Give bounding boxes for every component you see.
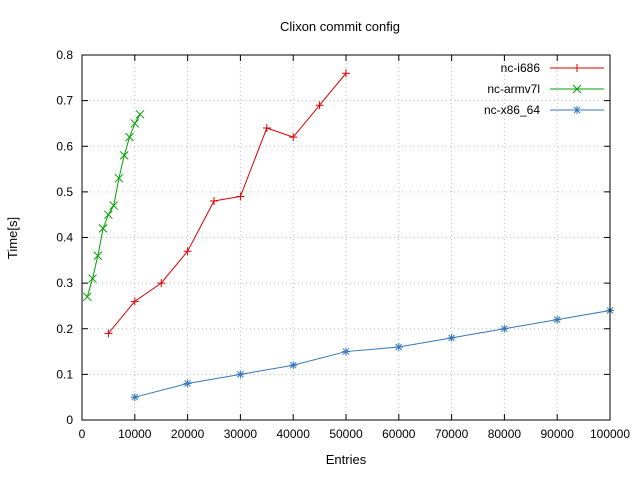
asterisk-marker [447, 333, 456, 342]
asterisk-marker [183, 379, 192, 388]
plus-marker [342, 69, 350, 78]
plus-marker [262, 124, 271, 132]
x-tick-label: 50000 [329, 427, 363, 441]
asterisk-marker [289, 361, 298, 370]
y-tick-label: 0.3 [56, 276, 73, 290]
plus-marker [183, 247, 192, 256]
x-marker [119, 151, 129, 160]
y-tick-label: 0.7 [56, 94, 73, 108]
legend-label: nc-armv7l [487, 82, 540, 96]
plus-marker [236, 192, 245, 201]
x-tick-label: 10000 [118, 427, 152, 441]
x-tick-label: 60000 [382, 427, 416, 441]
x-tick-label: 70000 [435, 427, 469, 441]
legend-label: nc-i686 [501, 61, 541, 75]
x-marker [109, 201, 119, 210]
legend-label: nc-x86_64 [484, 103, 540, 117]
asterisk-marker [130, 393, 139, 402]
plus-marker [104, 329, 113, 338]
asterisk-marker [236, 370, 245, 379]
x-tick-label: 80000 [488, 427, 522, 441]
x-tick-label: 30000 [224, 427, 258, 441]
plus-marker [210, 197, 218, 205]
x-marker [130, 119, 140, 128]
x-marker [88, 274, 97, 283]
x-marker [135, 109, 145, 119]
plus-marker [130, 297, 139, 306]
y-tick-label: 0.1 [56, 367, 73, 381]
series-group [82, 69, 614, 402]
plot-border [81, 54, 611, 421]
y-tick-label: 0.6 [56, 139, 73, 153]
asterisk-marker [500, 324, 509, 333]
x-marker [104, 210, 113, 220]
x-tick-label: 0 [79, 427, 86, 441]
x-marker [93, 251, 103, 261]
x-marker [114, 173, 124, 183]
asterisk-marker [342, 347, 350, 356]
grid [81, 54, 611, 421]
x-tick-label: 20000 [171, 427, 205, 441]
axis-ticks: 0 10000 20000 30000 40000 50000 60000 70000 8000… [56, 48, 630, 441]
asterisk-marker [573, 106, 581, 114]
plus-marker [573, 64, 581, 72]
y-tick-label: 0.5 [56, 185, 73, 199]
y-tick-label: 0.8 [56, 48, 73, 62]
y-tick-label: 0.2 [56, 322, 73, 336]
plus-marker [157, 279, 166, 288]
series-line-nc-x86_64 [134, 310, 611, 398]
x-tick-label: 100000 [590, 427, 630, 441]
x-marker [98, 224, 108, 233]
plus-marker [289, 133, 298, 142]
y-axis-label: Time[s] [5, 217, 20, 259]
chart-title: Clixon commit config [280, 19, 400, 34]
y-tick-label: 0.4 [56, 231, 73, 245]
x-axis-label: Entries [326, 452, 367, 467]
x-marker [572, 84, 582, 94]
x-marker [82, 292, 92, 302]
y-tick-label: 0 [66, 413, 73, 427]
x-marker [125, 132, 134, 142]
plus-marker [315, 101, 324, 110]
series-line-nc-i686 [108, 72, 347, 334]
legend: nc-i686 nc-armv7l nc-x86_64 [484, 61, 604, 117]
asterisk-marker [394, 343, 403, 351]
x-tick-label: 40000 [277, 427, 311, 441]
x-tick-label: 90000 [541, 427, 575, 441]
asterisk-marker [553, 315, 562, 324]
